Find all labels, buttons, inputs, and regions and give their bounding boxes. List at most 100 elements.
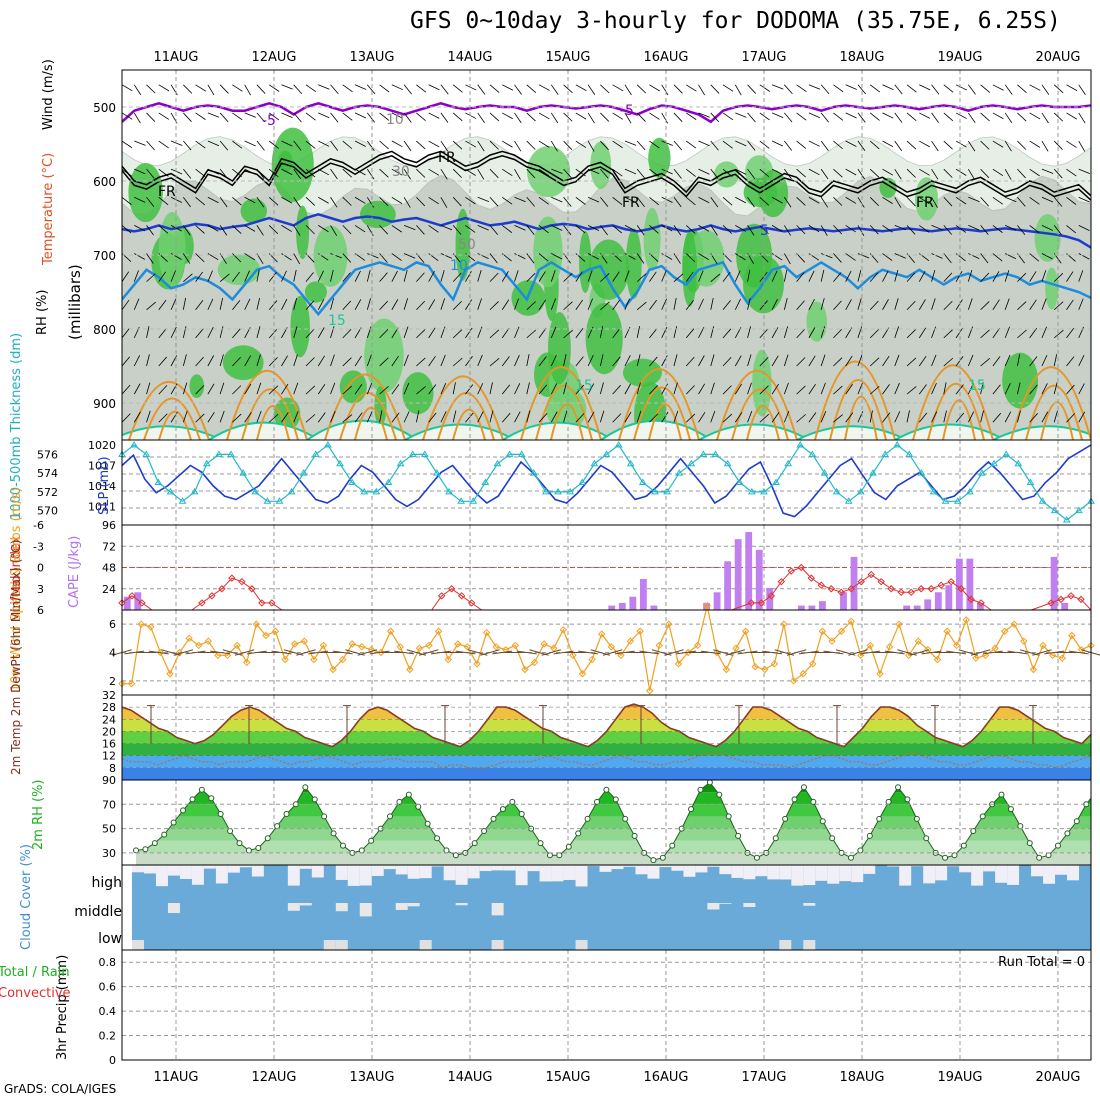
- li-point: [897, 588, 905, 596]
- thickness-point: [723, 459, 732, 467]
- wind-barb: [894, 326, 900, 339]
- wind-barb: [403, 168, 411, 180]
- wind-barb: [416, 140, 426, 150]
- wind-barb: [293, 410, 299, 423]
- thickness-point: [614, 441, 623, 448]
- date-label-top: 12AUG: [251, 50, 296, 65]
- wind-speed-point: [358, 643, 366, 651]
- cape-bar: [618, 602, 626, 610]
- wind-barb: [661, 270, 667, 282]
- wind-barb: [244, 225, 256, 232]
- wind-barb: [1066, 299, 1074, 310]
- cloud-mid-block: [707, 903, 720, 910]
- wind-barb: [980, 329, 990, 339]
- thickness-point: [893, 441, 902, 448]
- wind-barb: [771, 196, 783, 204]
- li-point: [218, 585, 226, 593]
- temp-band: [122, 731, 1091, 744]
- rh-point: [716, 791, 723, 798]
- wind-barb: [943, 272, 953, 282]
- wind-barb: [354, 270, 361, 282]
- rh-point: [913, 815, 920, 822]
- rh-point: [330, 830, 337, 837]
- dewpoint-line: [122, 752, 1091, 769]
- wind-barb: [845, 384, 853, 395]
- wind-barb: [771, 140, 784, 147]
- wind-speed-point: [406, 665, 414, 674]
- wind-barb: [1029, 253, 1040, 262]
- wind-barb: [489, 329, 500, 339]
- wind-barb: [600, 112, 610, 122]
- wind-barb: [931, 298, 936, 310]
- wind-barb: [526, 197, 535, 207]
- thermal-isotherm: [226, 370, 308, 440]
- wind-barb: [293, 197, 301, 208]
- wind-barb-10m: [946, 650, 967, 655]
- wind-barb: [318, 225, 329, 233]
- rh-point: [368, 837, 375, 844]
- wind-barb: [967, 383, 974, 395]
- wind-barb: [894, 382, 900, 395]
- slp-tick: 1014: [88, 480, 116, 493]
- wind-barb: [734, 298, 741, 310]
- wind-barb: [1053, 410, 1058, 423]
- thickness-point: [1002, 450, 1011, 457]
- cloud-high-block: [132, 865, 144, 873]
- wind-barb: [1017, 329, 1027, 339]
- rh-point: [405, 791, 412, 798]
- wind-barb: [170, 140, 183, 146]
- cloud-high-block: [287, 865, 300, 886]
- wind-barb: [342, 196, 352, 206]
- wind-barb: [330, 253, 342, 259]
- cape-bar: [913, 605, 921, 610]
- rh-saturated-patch: [128, 163, 163, 223]
- wind-barb: [158, 225, 169, 234]
- wind-barb: [869, 385, 880, 395]
- wind-barb: [796, 328, 806, 339]
- wind-speed-point: [943, 627, 951, 635]
- cloud-high-block: [143, 865, 156, 874]
- wind-barb: [146, 225, 154, 236]
- thickness-point: [796, 441, 805, 448]
- li-point: [767, 592, 776, 600]
- wind-barb: [1017, 272, 1027, 282]
- wind-barb: [293, 326, 298, 338]
- wind-barb: [133, 298, 140, 310]
- wind-barb: [649, 299, 657, 311]
- wind-barb: [526, 84, 537, 93]
- wind-barb: [784, 140, 793, 151]
- thickness-point: [1050, 506, 1059, 514]
- wind-barb: [232, 328, 241, 339]
- wind-barb: [771, 298, 778, 310]
- wind-barb: [747, 168, 756, 179]
- wind-barb: [612, 84, 624, 92]
- wind-barb: [624, 355, 631, 367]
- thickness-point: [142, 450, 151, 457]
- cape-bar: [945, 585, 953, 610]
- wind-barb: [219, 197, 228, 208]
- rh-point: [584, 815, 591, 822]
- wind-speed-point: [1039, 641, 1047, 650]
- thickness-point: [190, 487, 199, 495]
- thickness-point: [663, 487, 671, 495]
- thickness-point: [820, 469, 829, 476]
- wind-barb: [293, 168, 302, 180]
- wind-barb: [882, 168, 894, 176]
- wind-barb: [538, 140, 550, 148]
- thermal-isotherm: [1025, 384, 1083, 440]
- wind-barb: [146, 84, 156, 94]
- wind-barb: [1004, 112, 1013, 124]
- wind-speed-point: [233, 641, 241, 650]
- rh-saturated-patch: [339, 370, 367, 404]
- rh-saturated-patch: [374, 386, 387, 427]
- wind-barb: [833, 84, 844, 93]
- li-tick: 6: [37, 604, 44, 617]
- wind-barb: [501, 412, 511, 423]
- wind-barb: [967, 411, 975, 423]
- wind-barb: [636, 168, 646, 179]
- wind-barb: [293, 298, 298, 310]
- li-ylabel: Lifted Index: [9, 535, 24, 612]
- wind-barb-10m: [369, 650, 390, 655]
- wind-barb-10m: [1044, 650, 1065, 655]
- wind-barb: [465, 299, 473, 310]
